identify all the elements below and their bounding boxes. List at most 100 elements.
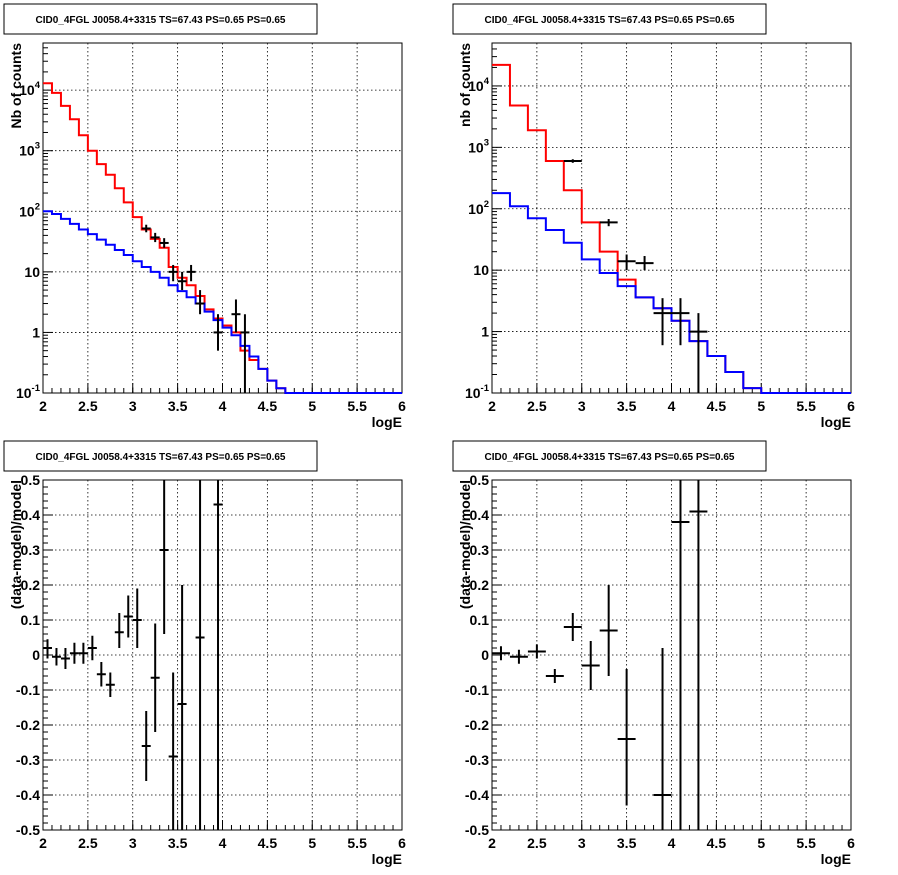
y-tick-label: 0.2 bbox=[21, 577, 41, 593]
data-point bbox=[69, 642, 79, 664]
data-point bbox=[195, 480, 205, 830]
data-point bbox=[123, 595, 133, 638]
y-tick-label: 10 bbox=[473, 262, 489, 278]
plot-frame bbox=[491, 479, 852, 831]
chart-title: CID0_4FGL J0058.4+3315 TS=67.43 PS=0.65 … bbox=[36, 452, 286, 463]
x-tick-label: 4 bbox=[668, 835, 676, 851]
chart-panel-3: 2 2.5 3 3.5 4 4.5 5 5.5 6 -0.5 -0.4 -0.3 -0.2 -0.1 0 0.… bbox=[3, 440, 406, 867]
data-point bbox=[60, 648, 70, 669]
data-point bbox=[671, 480, 690, 830]
y-tick-label: 1 bbox=[32, 324, 40, 340]
chart-title-box bbox=[3, 3, 318, 35]
chart-title: CID0_4FGL J0058.4+3315 TS=67.43 PS=0.65 … bbox=[485, 452, 735, 463]
x-tick-label: 2 bbox=[488, 398, 496, 414]
data-point bbox=[653, 648, 672, 830]
chart-title: CID0_4FGL J0058.4+3315 TS=67.43 PS=0.65 … bbox=[36, 15, 286, 26]
y-tick-label: -0.4 bbox=[16, 787, 40, 803]
x-tick-label: 3 bbox=[578, 398, 586, 414]
data-point bbox=[545, 669, 564, 683]
y-tick-label: 104 bbox=[19, 80, 41, 98]
data-point bbox=[168, 264, 178, 282]
chart-panel-2: 2 2.5 3 3.5 4 4.5 5 5.5 6 10-1 1 10 102 103 104 logE nb … bbox=[452, 3, 855, 430]
chart-panel-1: 2 2.5 3 3.5 4 4.5 5 5.5 6 10-1 1 10 102 103 104 logE Nb … bbox=[3, 3, 406, 430]
data-point bbox=[186, 264, 196, 282]
x-tick-label: 3.5 bbox=[168, 398, 188, 414]
data-point bbox=[78, 642, 88, 664]
x-tick-label: 5.5 bbox=[347, 835, 367, 851]
plot-frame bbox=[491, 42, 852, 394]
y-tick-label: 0.5 bbox=[21, 472, 41, 488]
data-point bbox=[213, 314, 223, 351]
x-tick-label: 5 bbox=[308, 835, 316, 851]
series-model-background bbox=[43, 210, 402, 394]
data-point bbox=[105, 672, 115, 697]
x-tick-label: 4 bbox=[219, 398, 227, 414]
y-tick-label: -0.2 bbox=[16, 717, 40, 733]
data-point bbox=[231, 299, 241, 333]
y-tick-label: 0.5 bbox=[470, 472, 490, 488]
y-tick-label: 0 bbox=[32, 647, 40, 663]
data-point bbox=[132, 588, 142, 648]
x-tick-label: 2 bbox=[39, 835, 47, 851]
y-tick-label: 1 bbox=[481, 324, 489, 340]
x-tick-label: 5 bbox=[757, 835, 765, 851]
data-point bbox=[195, 290, 205, 315]
x-tick-label: 3.5 bbox=[168, 835, 188, 851]
y-tick-label: 0 bbox=[481, 647, 489, 663]
x-tick-label: 5.5 bbox=[796, 398, 816, 414]
x-axis-label: logE bbox=[372, 414, 402, 430]
chart-panel-4: 2 2.5 3 3.5 4 4.5 5 5.5 6 -0.5 -0.4 -0.3 -0.2 -0.1 0 0.… bbox=[452, 440, 855, 867]
y-tick-label: 102 bbox=[468, 199, 489, 217]
y-tick-label: 10-1 bbox=[465, 383, 490, 401]
y-tick-label: -0.5 bbox=[16, 822, 40, 838]
chart-title-box bbox=[3, 440, 318, 472]
y-tick-label: -0.3 bbox=[465, 752, 489, 768]
data-point bbox=[635, 256, 654, 271]
x-tick-label: 5 bbox=[308, 398, 316, 414]
data-point bbox=[492, 646, 510, 661]
data-point bbox=[581, 641, 600, 690]
y-tick-label: -0.4 bbox=[465, 787, 489, 803]
data-point bbox=[141, 711, 151, 781]
x-tick-label: 3.5 bbox=[617, 835, 637, 851]
x-axis-label: logE bbox=[821, 851, 851, 867]
y-tick-label: -0.3 bbox=[16, 752, 40, 768]
data-point bbox=[177, 271, 187, 291]
data-point bbox=[177, 585, 187, 830]
y-tick-label: 0.2 bbox=[470, 577, 490, 593]
y-axis-label: (data-model)/model bbox=[8, 480, 24, 609]
data-point bbox=[599, 219, 618, 227]
y-axis-label: Nb of counts bbox=[8, 43, 24, 129]
data-point bbox=[114, 613, 124, 648]
data-point bbox=[141, 224, 151, 233]
data-point bbox=[150, 623, 160, 732]
x-tick-label: 5.5 bbox=[347, 398, 367, 414]
x-tick-label: 3 bbox=[129, 835, 137, 851]
y-tick-label: 0.3 bbox=[470, 542, 490, 558]
y-tick-label: 0.1 bbox=[21, 612, 41, 628]
x-tick-label: 2.5 bbox=[78, 398, 98, 414]
data-point bbox=[689, 480, 708, 830]
data-point bbox=[96, 662, 106, 687]
x-tick-label: 6 bbox=[398, 835, 406, 851]
y-tick-label: 10-1 bbox=[16, 383, 41, 401]
chart-title: CID0_4FGL J0058.4+3315 TS=67.43 PS=0.65 … bbox=[485, 15, 735, 26]
series-model-background bbox=[492, 192, 851, 394]
y-tick-label: -0.2 bbox=[465, 717, 489, 733]
y-tick-label: 0.1 bbox=[470, 612, 490, 628]
data-point bbox=[240, 314, 250, 393]
x-tick-label: 5.5 bbox=[796, 835, 816, 851]
y-tick-label: -0.1 bbox=[465, 682, 489, 698]
y-tick-label: -0.1 bbox=[16, 682, 40, 698]
y-axis-label: nb of counts bbox=[457, 43, 473, 127]
x-tick-label: 4 bbox=[668, 398, 676, 414]
data-point bbox=[653, 298, 672, 346]
data-point bbox=[599, 585, 618, 676]
data-point bbox=[617, 669, 636, 806]
y-tick-label: 102 bbox=[19, 201, 40, 219]
y-tick-label: 103 bbox=[19, 141, 40, 159]
plot-frame bbox=[42, 42, 403, 394]
x-tick-label: 6 bbox=[398, 398, 406, 414]
x-tick-label: 3.5 bbox=[617, 398, 637, 414]
